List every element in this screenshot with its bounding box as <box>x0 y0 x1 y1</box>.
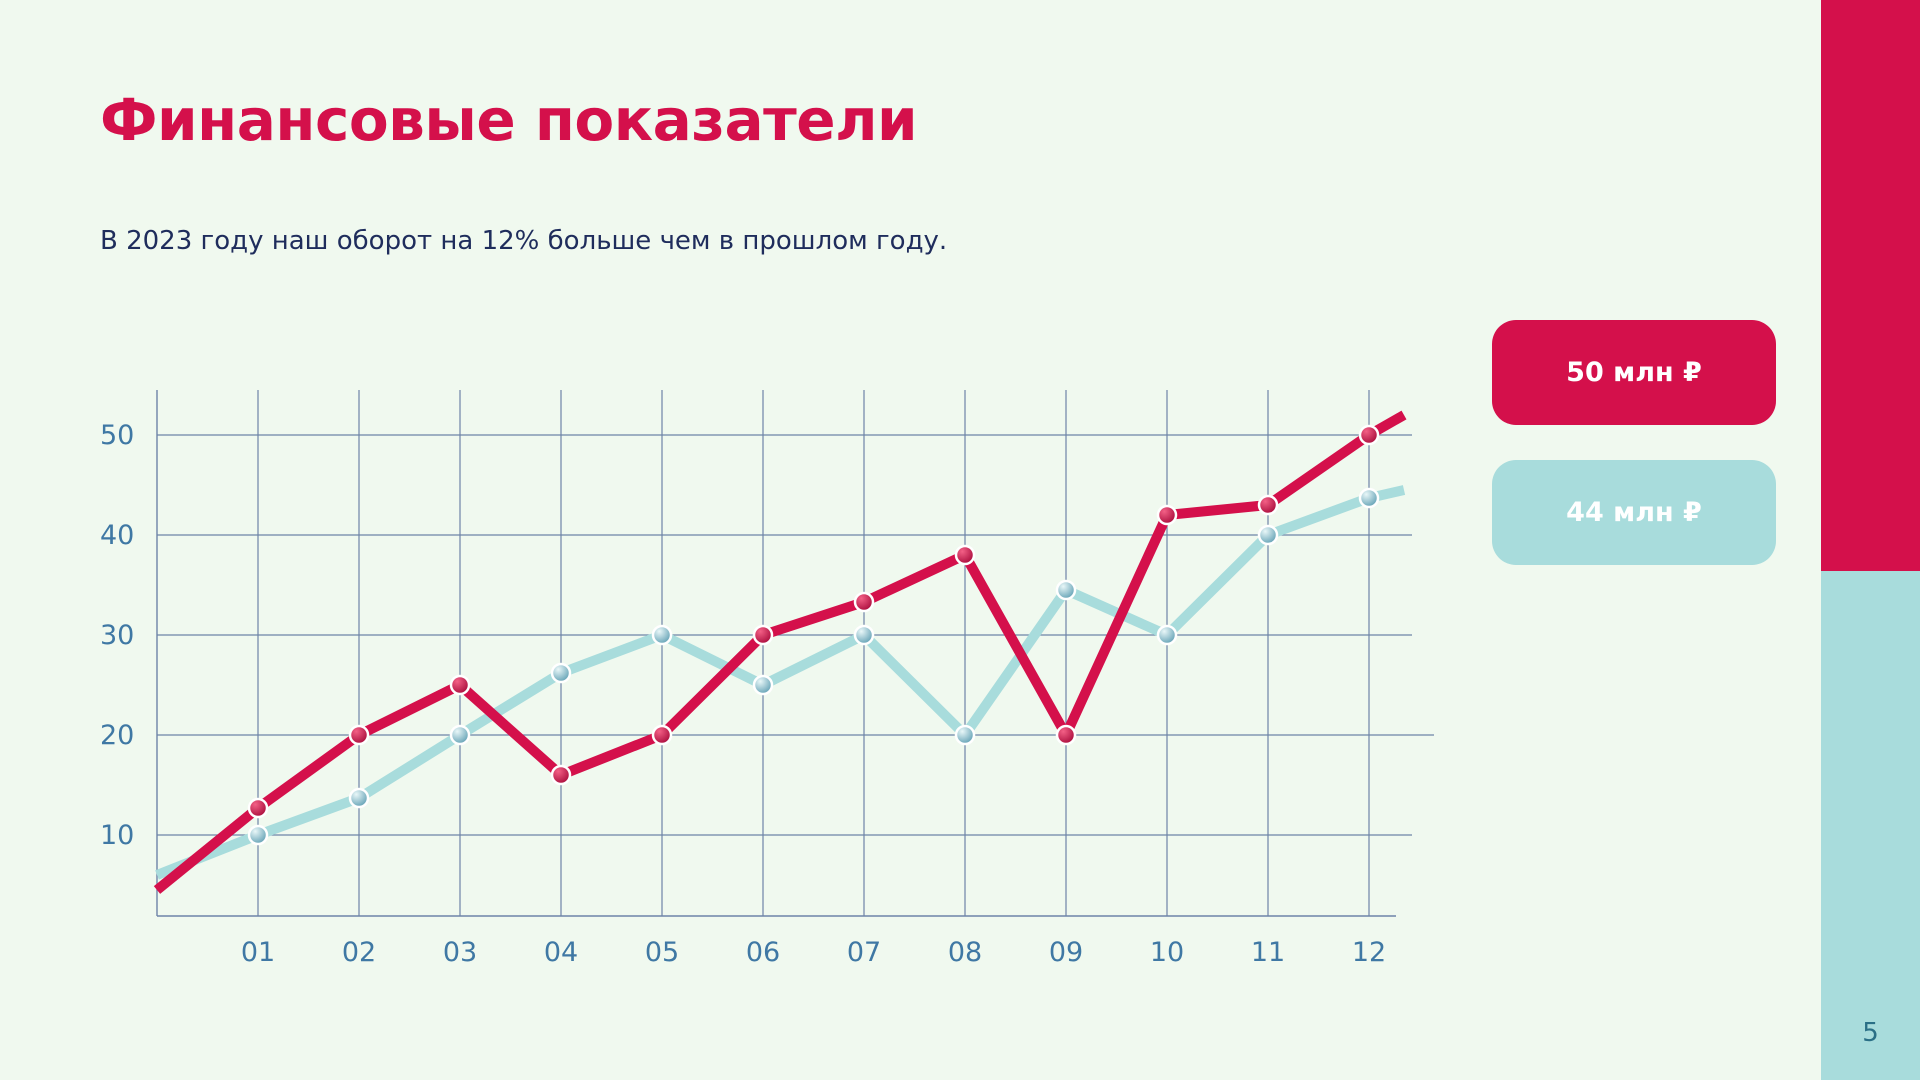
x-tick-label: 12 <box>1352 937 1386 968</box>
data-point <box>1257 524 1279 546</box>
page-number: 5 <box>1862 1018 1879 1048</box>
data-point <box>1257 494 1279 516</box>
data-point <box>752 624 774 646</box>
x-tick-label: 02 <box>342 937 376 968</box>
chart-series <box>153 410 1407 894</box>
data-point <box>1156 624 1178 646</box>
data-point <box>1055 724 1077 746</box>
x-tick-label: 09 <box>1049 937 1083 968</box>
y-tick-label: 20 <box>100 720 134 751</box>
slide-subtitle: В 2023 году наш оборот на 12% больше чем… <box>100 226 948 256</box>
data-point <box>651 624 673 646</box>
data-point <box>1055 579 1077 601</box>
data-point <box>348 724 370 746</box>
data-point <box>247 797 269 819</box>
data-point <box>550 662 572 684</box>
data-point <box>348 787 370 809</box>
data-point <box>954 544 976 566</box>
legend-badge-primary: 50 млн ₽ <box>1492 320 1776 425</box>
x-tick-label: 08 <box>948 937 982 968</box>
legend-badge-primary-label: 50 млн ₽ <box>1566 357 1702 388</box>
x-tick-label: 07 <box>847 937 881 968</box>
data-point <box>550 764 572 786</box>
legend-badge-secondary-label: 44 млн ₽ <box>1566 497 1702 528</box>
data-point <box>954 724 976 746</box>
line-chart: 10 20 30 40 50 01 02 03 04 05 06 07 08 09 10 11 12 <box>100 390 1434 968</box>
y-tick-label: 50 <box>100 420 134 451</box>
data-point <box>752 674 774 696</box>
series-primary <box>153 410 1407 894</box>
data-point <box>1156 504 1178 526</box>
data-point <box>1358 424 1380 446</box>
data-point <box>853 591 875 613</box>
side-band-accent <box>1821 0 1920 571</box>
data-point <box>449 674 471 696</box>
series-line <box>155 485 1406 880</box>
side-band-secondary <box>1821 571 1920 1080</box>
data-point <box>1358 487 1380 509</box>
y-tick-label: 40 <box>100 520 134 551</box>
y-tick-label: 10 <box>100 820 134 851</box>
x-tick-label: 04 <box>544 937 578 968</box>
data-point <box>247 824 269 846</box>
x-tick-label: 01 <box>241 937 275 968</box>
x-tick-label: 03 <box>443 937 477 968</box>
x-tick-label: 10 <box>1150 937 1184 968</box>
data-point <box>651 724 673 746</box>
chart-grid <box>156 390 1434 917</box>
series-line <box>153 410 1407 894</box>
data-point <box>853 624 875 646</box>
y-tick-label: 30 <box>100 620 134 651</box>
x-tick-label: 05 <box>645 937 679 968</box>
x-tick-label: 11 <box>1251 937 1285 968</box>
chart-tick-labels: 10 20 30 40 50 01 02 03 04 05 06 07 08 09 10 11 12 <box>100 420 1386 968</box>
slide-title: Финансовые показатели <box>100 86 918 154</box>
x-tick-label: 06 <box>746 937 780 968</box>
legend-badge-secondary: 44 млн ₽ <box>1492 460 1776 565</box>
data-point <box>449 724 471 746</box>
series-secondary <box>155 485 1406 880</box>
